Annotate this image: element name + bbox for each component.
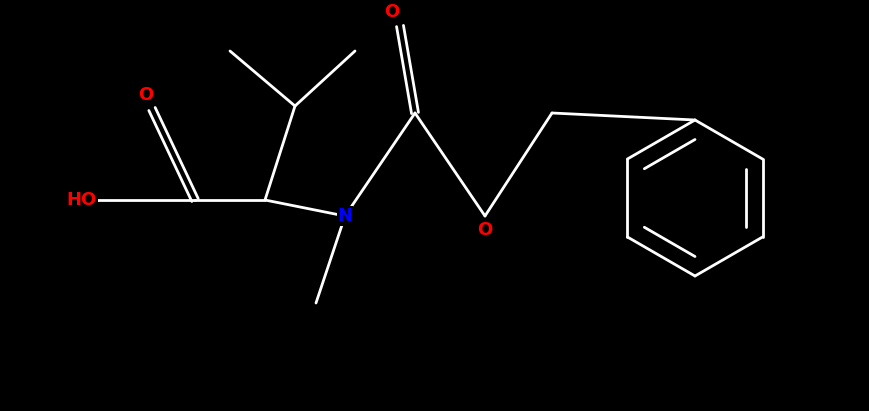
Text: N: N (337, 207, 353, 225)
Text: HO: HO (67, 191, 97, 209)
Text: O: O (384, 3, 400, 21)
Text: O: O (138, 86, 154, 104)
Text: O: O (477, 221, 493, 239)
